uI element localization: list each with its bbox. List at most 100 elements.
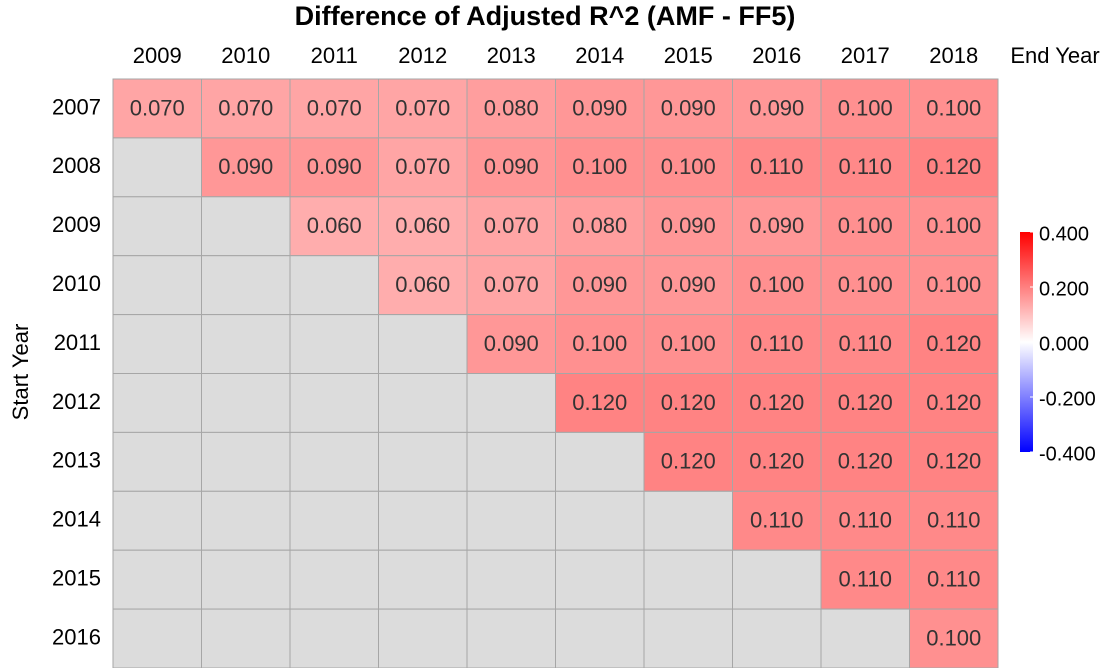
cell-label: 0.070 xyxy=(307,95,362,120)
cell-label: 0.100 xyxy=(838,213,893,238)
empty-cell xyxy=(201,196,291,257)
empty-cell xyxy=(112,490,202,551)
empty-cell xyxy=(201,314,291,375)
y-tick-label: 2011 xyxy=(54,330,101,355)
empty-cell xyxy=(732,608,822,668)
colorbar xyxy=(1020,232,1033,452)
cell-label: 0.090 xyxy=(749,213,804,238)
cell-label: 0.060 xyxy=(395,213,450,238)
heatmap-cell xyxy=(732,314,822,375)
x-tick-label: 2014 xyxy=(575,43,624,68)
empty-cell xyxy=(555,549,645,610)
empty-cell xyxy=(643,549,733,610)
heatmap-cell xyxy=(820,431,910,492)
chart-title: Difference of Adjusted R^2 (AMF - FF5) xyxy=(295,1,796,31)
cell-label: 0.100 xyxy=(572,154,627,179)
heatmap-cell xyxy=(466,255,556,316)
empty-cell xyxy=(289,373,379,433)
empty-cell xyxy=(555,431,645,492)
cell-label: 0.120 xyxy=(926,390,981,415)
empty-cell xyxy=(289,608,379,668)
y-tick-label: 2010 xyxy=(52,271,101,296)
cell-label: 0.100 xyxy=(838,95,893,120)
heatmap-cell xyxy=(466,314,556,375)
empty-cell xyxy=(378,314,468,375)
cell-label: 0.070 xyxy=(484,213,539,238)
empty-cell xyxy=(466,549,556,610)
x-tick-label: 2018 xyxy=(929,43,978,68)
empty-cell xyxy=(201,373,291,433)
colorbar-tick-label: 0.000 xyxy=(1039,333,1089,355)
empty-cell xyxy=(820,608,910,668)
cell-label: 0.120 xyxy=(661,390,716,415)
cell-label: 0.120 xyxy=(838,390,893,415)
empty-cell xyxy=(289,255,379,316)
cell-label: 0.100 xyxy=(926,625,981,650)
x-tick-label: 2016 xyxy=(752,43,801,68)
cell-label: 0.110 xyxy=(927,508,980,533)
heatmap-cell xyxy=(820,549,910,610)
x-tick-label: 2017 xyxy=(841,43,890,68)
cell-label: 0.100 xyxy=(572,331,627,356)
heatmap-cell xyxy=(289,196,379,257)
y-tick-label: 2015 xyxy=(52,565,101,590)
heatmap-cell xyxy=(643,255,733,316)
cell-label: 0.110 xyxy=(839,508,892,533)
heatmap-cell xyxy=(909,608,999,668)
empty-cell xyxy=(378,549,468,610)
heatmap-cell xyxy=(555,314,645,375)
cell-label: 0.120 xyxy=(749,390,804,415)
heatmap-cell xyxy=(909,78,999,139)
cell-label: 0.090 xyxy=(307,154,362,179)
y-tick-label: 2016 xyxy=(52,624,101,649)
empty-cell xyxy=(289,314,379,375)
empty-cell xyxy=(378,431,468,492)
y-tick-label: 2012 xyxy=(52,389,101,414)
cell-label: 0.110 xyxy=(839,154,892,179)
heatmap-cell xyxy=(820,137,910,198)
cell-label: 0.080 xyxy=(572,213,627,238)
cell-label: 0.100 xyxy=(926,272,981,297)
cell-label: 0.070 xyxy=(395,154,450,179)
cell-label: 0.110 xyxy=(927,566,980,591)
empty-cell xyxy=(378,608,468,668)
cell-label: 0.100 xyxy=(661,331,716,356)
empty-cell xyxy=(289,549,379,610)
heatmap-cell xyxy=(378,78,468,139)
empty-cell xyxy=(466,373,556,433)
heatmap-cell xyxy=(466,196,556,257)
empty-cell xyxy=(378,373,468,433)
cell-label: 0.100 xyxy=(661,154,716,179)
cell-label: 0.090 xyxy=(484,331,539,356)
colorbar-tick-label: -0.200 xyxy=(1039,388,1096,410)
heatmap-cell xyxy=(643,314,733,375)
cell-label: 0.110 xyxy=(750,331,803,356)
heatmap-cell xyxy=(378,196,468,257)
empty-cell xyxy=(378,490,468,551)
y-axis-label: Start Year xyxy=(8,324,33,421)
cell-label: 0.090 xyxy=(749,95,804,120)
cell-label: 0.090 xyxy=(218,154,273,179)
x-tick-label: 2009 xyxy=(133,43,182,68)
heatmap-cell xyxy=(555,78,645,139)
cell-label: 0.080 xyxy=(484,95,539,120)
heatmap-cell xyxy=(909,490,999,551)
empty-cell xyxy=(289,490,379,551)
empty-cell xyxy=(112,431,202,492)
heatmap-cell xyxy=(909,549,999,610)
heatmap-cell xyxy=(201,78,291,139)
heatmap-cell xyxy=(555,196,645,257)
heatmap-cell xyxy=(112,78,202,139)
cell-label: 0.090 xyxy=(484,154,539,179)
heatmap-cell xyxy=(909,137,999,198)
empty-cell xyxy=(112,608,202,668)
heatmap-cell xyxy=(732,431,822,492)
cell-label: 0.120 xyxy=(572,390,627,415)
colorbar-tick-label: -0.400 xyxy=(1039,443,1096,465)
heatmap-cell xyxy=(732,78,822,139)
cell-label: 0.060 xyxy=(307,213,362,238)
cell-label: 0.120 xyxy=(926,331,981,356)
empty-cell xyxy=(112,137,202,198)
heatmap-cell xyxy=(643,373,733,433)
